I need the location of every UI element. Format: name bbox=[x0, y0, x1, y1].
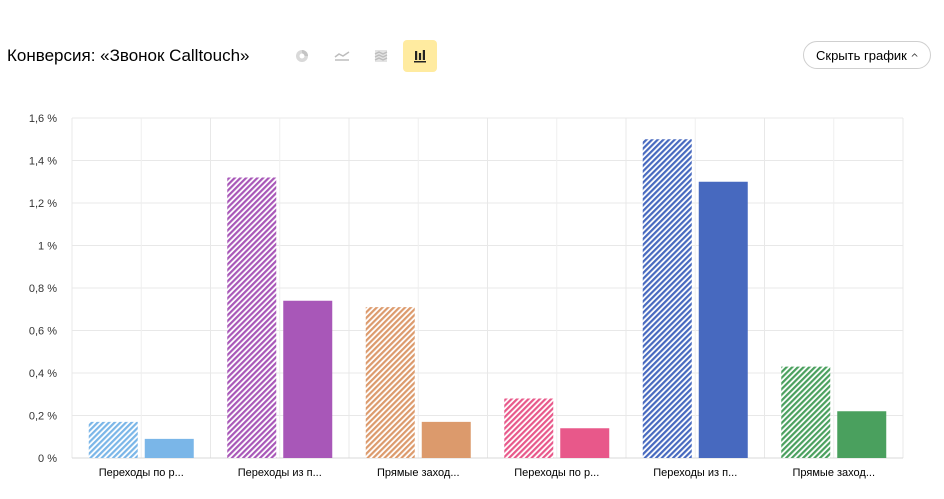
line-chart-icon bbox=[334, 51, 350, 61]
bar[interactable] bbox=[88, 421, 138, 458]
bar[interactable] bbox=[504, 398, 554, 459]
area-chart-icon bbox=[374, 50, 388, 62]
bar[interactable] bbox=[781, 366, 831, 458]
bar[interactable] bbox=[365, 307, 415, 458]
y-tick-label: 1,2 % bbox=[29, 198, 57, 210]
pie-chart-button[interactable] bbox=[285, 40, 319, 72]
x-category-label: Переходы из п... bbox=[238, 467, 322, 479]
bar-chart-button[interactable] bbox=[403, 40, 437, 72]
bar[interactable] bbox=[837, 411, 887, 458]
y-tick-label: 0 % bbox=[38, 453, 57, 465]
area-chart-button[interactable] bbox=[364, 40, 398, 72]
chevron-up-icon bbox=[911, 53, 918, 57]
chart-title: Конверсия: «Звонок Calltouch» bbox=[7, 46, 250, 65]
labels: 0 % 0,2 % 0,4 % 0,6 % 0,8 % 1 % 1,2 % 1,4 % 1,6 … bbox=[29, 113, 875, 479]
y-tick-label: 0,4 % bbox=[29, 368, 57, 380]
bars bbox=[88, 139, 887, 459]
bar[interactable] bbox=[144, 438, 194, 458]
bar[interactable] bbox=[421, 421, 471, 458]
x-category-label: Переходы из п... bbox=[653, 467, 737, 479]
chart-header: Конверсия: «Звонок Calltouch» Скрыть bbox=[0, 0, 944, 110]
y-tick-label: 1,4 % bbox=[29, 156, 57, 168]
bar[interactable] bbox=[642, 139, 692, 458]
hide-chart-button[interactable]: Скрыть график bbox=[803, 41, 931, 69]
bar[interactable] bbox=[698, 181, 748, 458]
y-tick-label: 0,6 % bbox=[29, 326, 57, 338]
line-chart-button[interactable] bbox=[325, 40, 359, 72]
pie-chart-icon bbox=[296, 50, 308, 62]
x-category-label: Прямые заход... bbox=[377, 467, 460, 479]
x-category-label: Прямые заход... bbox=[793, 467, 876, 479]
grid bbox=[71, 117, 904, 459]
y-tick-label: 1,6 % bbox=[29, 113, 57, 125]
bar[interactable] bbox=[283, 300, 333, 458]
bar-chart-icon bbox=[414, 50, 426, 63]
x-category-label: Переходы по р... bbox=[99, 467, 184, 479]
bar-chart: 0 % 0,2 % 0,4 % 0,6 % 0,8 % 1 % 1,2 % 1,4 % 1,6 … bbox=[29, 113, 904, 479]
bar[interactable] bbox=[227, 177, 277, 459]
y-tick-label: 0,8 % bbox=[29, 283, 57, 295]
y-tick-label: 1 % bbox=[38, 241, 57, 253]
hide-chart-label: Скрыть график bbox=[816, 47, 907, 63]
bar[interactable] bbox=[560, 428, 610, 458]
y-tick-label: 0,2 % bbox=[29, 411, 57, 423]
x-category-label: Переходы по р... bbox=[514, 467, 599, 479]
